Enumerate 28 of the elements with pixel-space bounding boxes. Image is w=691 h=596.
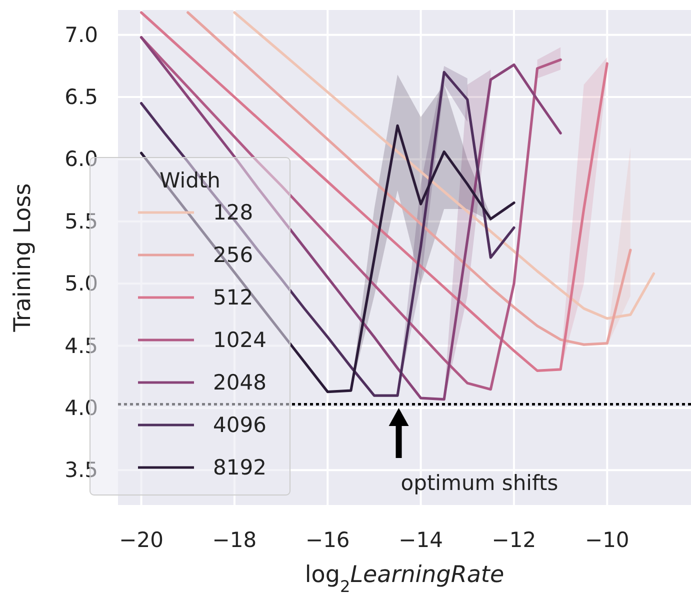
line-series [140,11,608,372]
x-tick-label: −16 [305,528,350,552]
legend-label: 128 [213,200,254,224]
legend-title: Width [159,168,221,192]
y-tick-label: 3.5 [64,458,98,482]
legend-label: 512 [213,286,254,310]
legend-label: 2048 [213,370,266,394]
y-tick-label: 5.0 [64,272,98,296]
y-tick-label: 5.5 [64,209,98,234]
line-series [140,70,516,397]
y-axis-title: Training Loss [10,183,36,333]
line-series [140,124,516,394]
legend-label: 8192 [213,456,266,480]
x-tick-label: −20 [119,528,164,552]
y-tick-label: 6.5 [64,85,98,110]
y-tick-label: 7.0 [64,22,98,47]
y-tick-label: 6.0 [64,147,98,172]
legend-label: 1024 [213,328,266,352]
x-axis-title: log$_{2}$LearningRate [304,562,504,596]
legend-label: 4096 [213,413,266,437]
y-tick-label: 4.5 [64,334,98,358]
annotation: optimum shifts [400,471,558,495]
x-tick-label: −14 [398,528,443,552]
x-tick-label: −10 [584,528,630,552]
x-tick-label: −12 [492,528,536,552]
x-tick-label: −18 [212,528,257,552]
legend-label: 256 [213,243,254,267]
y-tick-label: 4.0 [64,396,98,420]
